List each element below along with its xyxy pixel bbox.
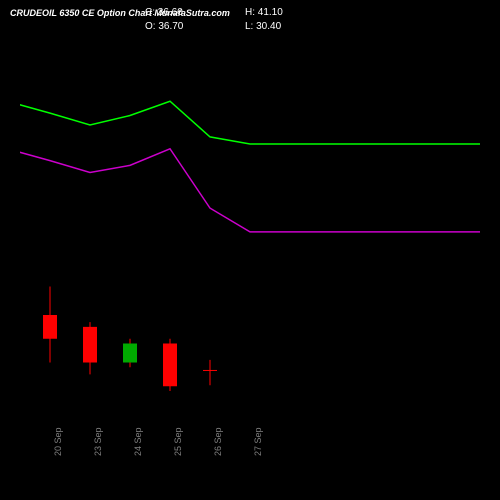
candle-body <box>163 344 177 387</box>
chart-svg <box>20 30 480 410</box>
chart-title: CRUDEOIL 6350 CE Option Chart MunafaSutr… <box>10 8 230 18</box>
x-axis-label: 25 Sep <box>173 427 183 456</box>
candle-body <box>83 327 97 363</box>
close-label: C: <box>145 7 155 18</box>
chart-plot-area <box>20 30 480 410</box>
close-value: 36.60 <box>158 7 183 18</box>
x-axis-labels: 20 Sep 23 Sep 24 Sep 25 Sep 26 Sep 27 Sep <box>20 418 480 478</box>
candle-body <box>43 315 57 339</box>
high-label: H: <box>245 7 255 18</box>
x-axis-label: 23 Sep <box>93 427 103 456</box>
high-value: 41.10 <box>258 7 283 18</box>
candle-body <box>123 344 137 363</box>
line-lower_band <box>20 144 480 232</box>
x-axis-label: 20 Sep <box>53 427 63 456</box>
x-axis-label: 26 Sep <box>213 427 223 456</box>
x-axis-label: 27 Sep <box>253 427 263 456</box>
x-axis-label: 24 Sep <box>133 427 143 456</box>
line-upper_band <box>20 97 480 145</box>
